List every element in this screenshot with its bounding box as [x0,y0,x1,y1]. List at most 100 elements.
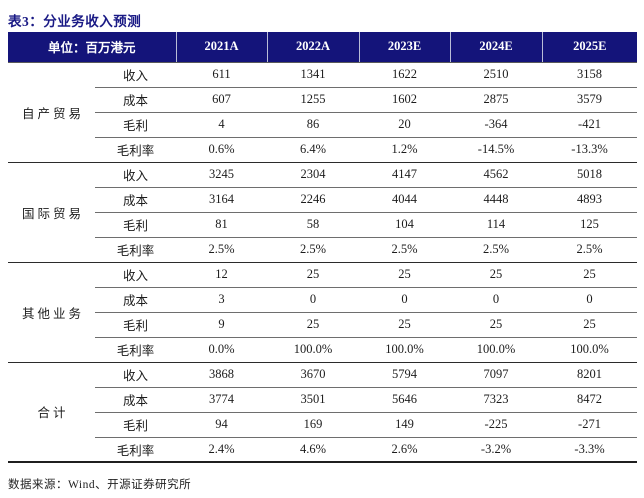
table-cell: 4 [176,111,268,137]
column-header-2021a: 2021A [175,32,268,63]
table-cell: 94 [176,411,268,437]
group-label-international-trade: 国际贸易 [8,161,95,262]
table-cell: 3868 [176,361,268,387]
table-cell: 0 [542,286,638,312]
table-cell: 1622 [392,67,418,81]
metric-label: 毛利 [95,411,177,437]
table-cell: 4448 [450,186,543,212]
data-source-note: 数据来源：Wind、开源证券研究所 [8,479,192,491]
table-row: 毛利 4 86 20 -364 -421 [8,111,638,137]
table-cell: 104 [359,211,451,237]
table-cell: 2510 [483,67,509,81]
table-cell: -225 [450,411,543,437]
table-cell: 25 [542,261,638,287]
table-cell: 2.6% [359,436,451,462]
metric-label: 毛利 [95,311,177,337]
metric-label: 成本 [95,386,177,412]
column-header-unit: 单位：百万港元 [8,32,177,63]
table-cell: 25 [267,311,360,337]
metric-label: 成本 [95,286,177,312]
metric-label: 毛利率 [95,436,177,462]
table-cell: -421 [542,111,638,137]
table-cell: 0 [450,286,543,312]
table-cell: 4.6% [267,436,360,462]
table-row: 成本 3774 3501 5646 7323 8472 [8,386,638,412]
table-cell: 607 [176,86,268,112]
table-cell: 6.4% [267,136,360,162]
table-cell: 3 [176,286,268,312]
table-cell: 2.5% [450,236,543,262]
table-row: 合计 收入 3868 3670 5794 7097 8201 [8,361,638,462]
table-cell: 100.0% [542,336,638,362]
table-cell: 3670 [267,361,360,387]
table-cell: 100.0% [450,336,543,362]
table-row: 毛利率 0.6% 6.4% 1.2% -14.5% -13.3% [8,136,638,162]
metric-label: 毛利 [95,111,177,137]
table-cell: 2.5% [267,236,360,262]
column-header-2025e: 2025E [541,32,638,63]
table-cell: 3158 [577,67,603,81]
table-row: 毛利 81 58 104 114 125 [8,211,638,237]
table-cell: 4562 [450,161,543,187]
metric-label: 收入 [95,361,177,387]
table-row: 成本 607 1255 1602 2875 3579 [8,86,638,112]
metric-label: 收入 [123,69,149,83]
table-cell: 4893 [542,186,638,212]
table-cell: -3.2% [450,436,543,462]
table-cell: 169 [267,411,360,437]
table-cell: 3579 [542,86,638,112]
table-row: 毛利率 0.0% 100.0% 100.0% 100.0% 100.0% [8,336,638,362]
table-cell: 7097 [450,361,543,387]
table-cell: 25 [359,261,451,287]
metric-label: 成本 [95,86,177,112]
table-cell: 25 [267,261,360,287]
table-cell: 5018 [542,161,638,187]
table-cell: -3.3% [542,436,638,462]
header-row: 单位：百万港元 2021A 2022A 2023E 2024E 2025E [8,32,638,63]
metric-label: 收入 [95,161,177,187]
table-row: 毛利率 2.4% 4.6% 2.6% -3.2% -3.3% [8,436,638,462]
metric-label: 毛利 [95,211,177,237]
metric-label: 毛利率 [95,336,177,362]
metric-label: 收入 [95,261,177,287]
table-cell: 3774 [176,386,268,412]
table-cell: 611 [212,67,231,81]
column-header-2023e: 2023E [358,32,451,63]
table-cell: 1341 [300,67,326,81]
table-cell: 1.2% [359,136,451,162]
table-cell: 100.0% [359,336,451,362]
table-cell: 0 [267,286,360,312]
table-cell: 0 [359,286,451,312]
table-row: 成本 3164 2246 4044 4448 4893 [8,186,638,212]
table-cell: 58 [267,211,360,237]
table-cell: 2304 [267,161,360,187]
table-cell: 1255 [267,86,360,112]
table-cell: -13.3% [542,136,638,162]
table-row: 毛利率 2.5% 2.5% 2.5% 2.5% 2.5% [8,236,638,262]
table-cell: 25 [450,261,543,287]
table-row: 国际贸易 收入 3245 2304 4147 4562 5018 [8,161,638,262]
table-cell: -271 [542,411,638,437]
table-cell: -364 [450,111,543,137]
table-cell: 2.5% [359,236,451,262]
table-row: 毛利 94 169 149 -225 -271 [8,411,638,437]
table-cell: 114 [450,211,543,237]
table-cell: 125 [542,211,638,237]
table-cell: 2246 [267,186,360,212]
table-cell: 25 [450,311,543,337]
table-cell: 0.0% [176,336,268,362]
table-cell: 81 [176,211,268,237]
column-header-2022a: 2022A [266,32,360,63]
revenue-forecast-table: 单位：百万港元 2021A 2022A 2023E 2024E 2025E 自产… [8,32,638,463]
table-row: 其他业务 收入 12 25 25 25 25 [8,261,638,362]
table-cell: 8201 [542,361,638,387]
table-cell: 100.0% [267,336,360,362]
table-cell: 3164 [176,186,268,212]
metric-label: 成本 [95,186,177,212]
metric-label: 毛利率 [95,236,177,262]
table-cell: 12 [176,261,268,287]
table-cell: 3245 [176,161,268,187]
table-cell: 2875 [450,86,543,112]
table-cell: 1602 [359,86,451,112]
